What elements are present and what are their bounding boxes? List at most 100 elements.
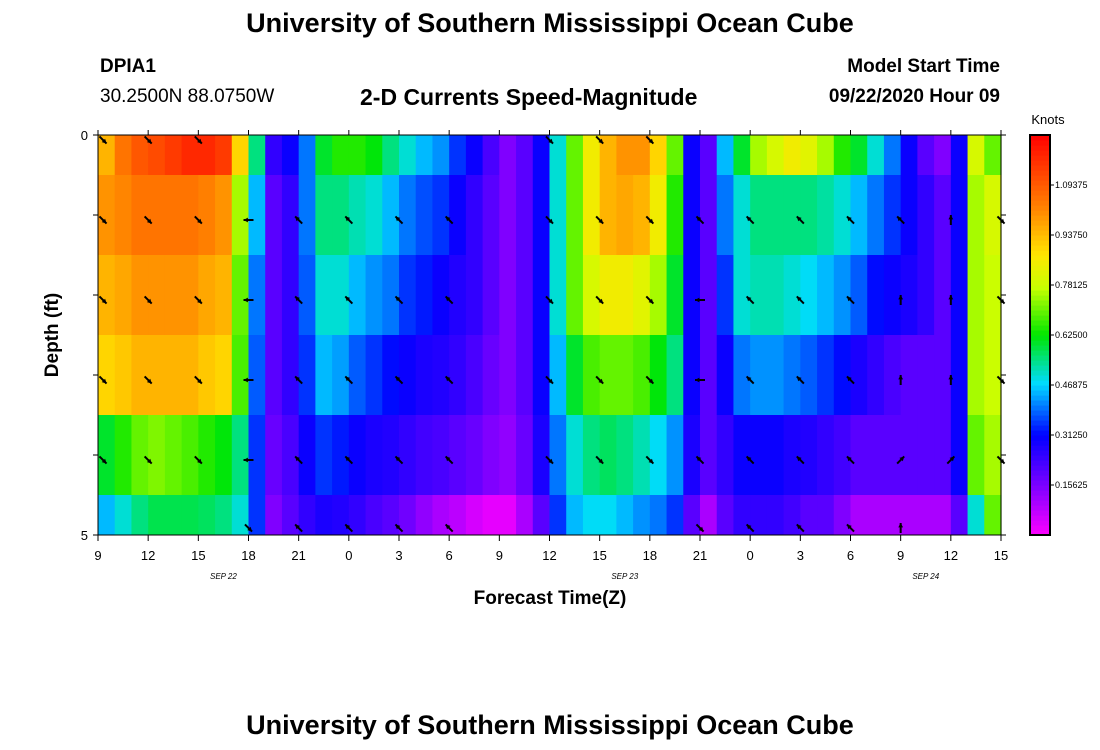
current-arrow <box>143 295 153 305</box>
current-arrow <box>98 295 108 305</box>
heat-cell <box>683 135 701 175</box>
model-start-label: Model Start Time <box>847 56 1000 77</box>
x-tick-label: 15 <box>592 548 606 563</box>
current-arrow <box>796 455 805 465</box>
heat-cell <box>566 135 584 175</box>
heat-cell <box>148 335 166 415</box>
current-arrow <box>294 455 303 465</box>
heat-cell <box>215 135 233 175</box>
heat-cell <box>298 175 316 255</box>
heat-cell <box>800 175 818 255</box>
colorbar-swatch <box>1030 470 1050 476</box>
current-arrow <box>98 215 108 225</box>
y-axis-ticks: 05 <box>81 128 1006 543</box>
current-arrow <box>394 295 404 305</box>
heat-cell <box>265 495 283 535</box>
colorbar-swatch <box>1030 360 1050 366</box>
current-arrow <box>243 217 254 223</box>
colorbar-swatch <box>1030 445 1050 451</box>
heat-cell <box>332 175 350 255</box>
day-label: SEP 24 <box>912 572 939 581</box>
colorbar-swatch <box>1030 345 1050 351</box>
current-arrow <box>244 523 253 533</box>
heat-cell <box>148 255 166 335</box>
y-tick-label: 0 <box>81 128 88 143</box>
heat-cell <box>432 255 450 335</box>
heat-cell <box>114 255 133 335</box>
heat-cell <box>482 135 500 175</box>
heat-cell <box>733 415 751 495</box>
x-tick-label: 12 <box>141 548 155 563</box>
current-arrow <box>294 215 303 225</box>
heat-cell <box>298 415 316 495</box>
heat-cell <box>265 175 283 255</box>
heat-cell <box>499 135 517 175</box>
heat-cell <box>465 335 484 415</box>
colorbar-tick-label: 0.93750 <box>1055 230 1088 240</box>
x-tick-label: 3 <box>395 548 402 563</box>
heat-cell <box>783 135 801 175</box>
x-tick-label: 15 <box>191 548 205 563</box>
heat-cell <box>248 335 266 415</box>
heat-cell <box>181 135 199 175</box>
heat-cell <box>766 175 785 255</box>
colorbar-swatch <box>1030 160 1050 166</box>
heat-cell <box>716 255 735 335</box>
heat-cell <box>833 335 852 415</box>
colorbar-tick-label: 0.46875 <box>1055 380 1088 390</box>
colorbar-swatch <box>1030 480 1050 486</box>
current-arrow <box>394 523 404 533</box>
heat-cell <box>315 335 333 415</box>
colorbar-swatch <box>1030 205 1050 211</box>
current-arrow <box>695 297 705 303</box>
heat-cell <box>633 495 651 535</box>
current-arrow <box>444 215 454 225</box>
colorbar-swatch <box>1030 495 1050 501</box>
current-arrow <box>645 215 655 225</box>
heat-cell <box>365 335 383 415</box>
colorbar-swatch <box>1030 395 1050 401</box>
heat-cell <box>248 415 266 495</box>
current-arrow <box>194 215 203 225</box>
current-arrow <box>394 215 404 225</box>
heat-cell <box>148 495 166 535</box>
colorbar-swatch <box>1030 255 1050 261</box>
colorbar-swatch <box>1030 385 1050 391</box>
heat-cell <box>198 335 216 415</box>
colorbar-swatch <box>1030 260 1050 266</box>
heat-cell <box>315 415 333 495</box>
heat-cell <box>750 255 768 335</box>
current-arrow <box>645 375 655 385</box>
current-arrow <box>194 295 203 305</box>
current-arrow <box>294 295 303 305</box>
heat-cell <box>984 175 1002 255</box>
colorbar-swatch <box>1030 405 1050 411</box>
heat-cell <box>616 335 634 415</box>
heat-cell <box>499 415 517 495</box>
current-arrow <box>243 457 254 463</box>
heat-cell <box>666 495 684 535</box>
heat-cell <box>700 135 718 175</box>
heat-cell <box>98 135 116 175</box>
current-arrow <box>898 295 904 305</box>
heat-cell <box>633 135 651 175</box>
heat-cell <box>616 175 634 255</box>
colorbar-swatch <box>1030 175 1050 181</box>
current-arrow <box>444 375 454 385</box>
heat-cell <box>114 335 133 415</box>
heat-cell <box>984 335 1002 415</box>
heat-cell <box>298 135 316 175</box>
colorbar-swatch <box>1030 440 1050 446</box>
current-arrow <box>846 215 855 225</box>
heat-cell <box>549 175 567 255</box>
heat-cell <box>348 495 367 535</box>
heat-cell <box>633 175 651 255</box>
heat-cell <box>148 415 166 495</box>
heat-cell <box>281 255 300 335</box>
heat-cell <box>215 255 233 335</box>
heat-cell <box>164 175 183 255</box>
colorbar-swatch <box>1030 505 1050 511</box>
colorbar-swatch <box>1030 355 1050 361</box>
heat-cell <box>833 255 852 335</box>
heat-cell <box>198 175 216 255</box>
